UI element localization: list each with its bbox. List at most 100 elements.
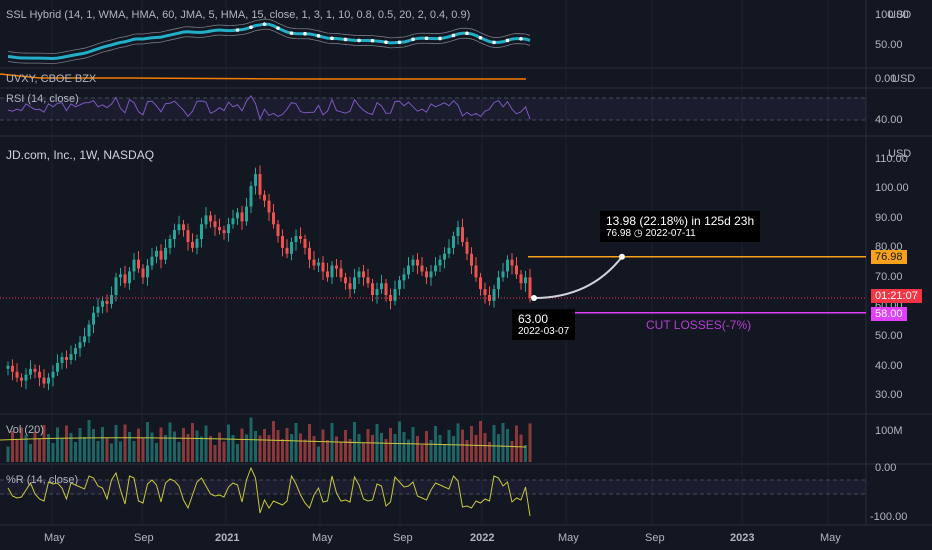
price-tick-40: 40.00 xyxy=(875,360,903,372)
candle xyxy=(501,271,505,278)
volume-bar xyxy=(528,423,532,462)
candle xyxy=(137,259,140,269)
candle xyxy=(11,365,14,372)
time-label-may-2023: May xyxy=(820,532,841,544)
candle xyxy=(470,253,473,266)
volume-bar xyxy=(366,429,370,462)
rsi-tick: 40.00 xyxy=(875,114,903,126)
volume-bar xyxy=(308,424,311,462)
candle xyxy=(24,374,28,381)
volume-tick: 100M xyxy=(875,425,903,437)
candle xyxy=(303,239,307,248)
volume-bar xyxy=(101,427,104,462)
candle xyxy=(56,362,59,372)
volume-bar xyxy=(357,434,361,462)
time-label-2022: 2022 xyxy=(470,532,495,544)
volume-bar xyxy=(173,431,176,462)
volume-bar xyxy=(321,429,325,462)
candle xyxy=(492,289,496,301)
volume-bar xyxy=(438,435,442,462)
candle xyxy=(515,265,518,275)
volume-bar xyxy=(92,429,95,462)
candle xyxy=(281,236,284,248)
volume-bar xyxy=(195,430,199,462)
candle xyxy=(285,247,289,254)
volume-bar xyxy=(515,425,518,462)
rsi-label[interactable]: RSI (14, close) xyxy=(6,93,79,105)
candle xyxy=(20,377,23,381)
candle xyxy=(330,265,334,278)
volume-bar xyxy=(393,434,397,462)
stop-price-tag: 58.00 xyxy=(871,307,907,321)
williams-r-label[interactable]: %R (14, close) xyxy=(6,474,79,486)
candle xyxy=(398,280,401,290)
ssl-tick-50: 50.00 xyxy=(875,39,903,51)
ssl-currency-label: USD xyxy=(888,9,912,21)
entry-tooltip: 63.00 2022-03-07 xyxy=(512,309,576,340)
volume-bar xyxy=(330,423,334,462)
volume-bar xyxy=(497,434,500,462)
candle xyxy=(411,259,415,266)
candle xyxy=(150,256,154,266)
candle xyxy=(299,236,302,239)
candle xyxy=(452,236,455,248)
volume-bar xyxy=(447,430,451,462)
volume-bar xyxy=(281,439,284,462)
candle xyxy=(132,259,136,272)
uvxy-label[interactable]: UVXY, CBOE BZX xyxy=(6,73,97,85)
volume-bar xyxy=(186,434,190,462)
candle xyxy=(38,371,41,378)
volume-bar xyxy=(191,423,194,462)
candle xyxy=(96,306,100,313)
candle xyxy=(506,259,509,272)
volume-bar xyxy=(443,444,446,462)
wr-tick-neg100: -100.00 xyxy=(870,511,908,523)
volume-bar xyxy=(420,445,424,462)
volume-bar xyxy=(38,439,41,462)
volume-bar xyxy=(429,440,433,462)
candle xyxy=(429,271,433,278)
candle xyxy=(119,274,122,278)
ssl-hybrid-label[interactable]: SSL Hybrid (14, 1, WMA, HMA, 60, JMA, 5,… xyxy=(6,9,471,21)
volume-bar xyxy=(483,433,487,462)
volume-bar xyxy=(348,439,352,462)
volume-bar xyxy=(258,435,262,462)
ssl-dot xyxy=(235,28,240,32)
candle xyxy=(222,230,226,234)
candle xyxy=(236,212,239,219)
rsi-line xyxy=(7,94,531,121)
candle xyxy=(114,277,118,296)
volume-bar xyxy=(177,442,181,462)
volume-bar xyxy=(335,436,338,462)
ssl-dot xyxy=(303,31,307,36)
candle xyxy=(497,277,500,290)
volume-bar xyxy=(87,420,91,462)
candle xyxy=(420,265,424,272)
volume-bar xyxy=(65,425,68,462)
volume-bar xyxy=(123,424,127,462)
candle xyxy=(105,300,109,304)
wr-line xyxy=(7,466,531,517)
candle xyxy=(371,283,374,296)
volume-bar xyxy=(371,435,374,462)
candle xyxy=(254,174,257,186)
ssl-dot xyxy=(465,31,469,36)
ssl-dot xyxy=(370,38,375,43)
ssl-dot xyxy=(276,26,280,30)
candle xyxy=(182,224,185,231)
volume-label[interactable]: Vol (20) xyxy=(6,424,44,436)
candle xyxy=(173,230,176,239)
volume-bar xyxy=(231,435,235,462)
ssl-dot xyxy=(478,36,483,40)
symbol-title[interactable]: JD.com, Inc., 1W, NASDAQ xyxy=(6,148,155,162)
volume-bar xyxy=(141,437,145,462)
volume-bar xyxy=(164,435,167,462)
target-tooltip-date: 2022-07-11 xyxy=(645,228,696,239)
candle xyxy=(362,271,365,278)
ssl-lower-band xyxy=(7,28,531,64)
candle xyxy=(267,200,271,213)
uvxy-currency-label: USD xyxy=(892,73,916,85)
price-tick-50: 50.00 xyxy=(875,330,903,342)
volume-bar xyxy=(312,436,316,462)
